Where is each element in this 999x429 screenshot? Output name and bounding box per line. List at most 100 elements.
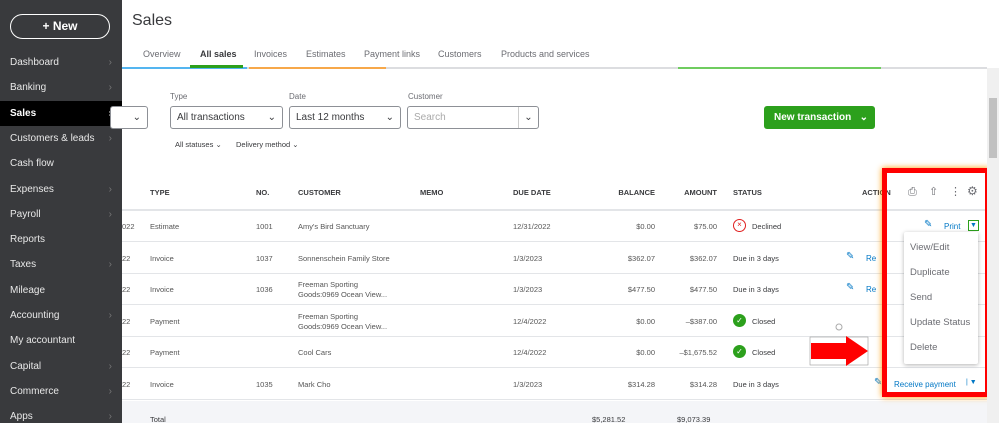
tab-estimates[interactable]: Estimates [306, 49, 346, 59]
customer-cell-line2: Goods:0969 Ocean View... [298, 290, 388, 299]
scrollbar[interactable] [987, 68, 999, 423]
column-header-duedate[interactable]: DUE DATE [513, 188, 551, 197]
amount-cell: $75.00 [694, 222, 717, 231]
tab-all-sales[interactable]: All sales [200, 49, 237, 59]
type-cell: Payment [150, 316, 180, 326]
customer-cell: Amy's Bird Sanctuary [298, 222, 370, 231]
delivery-method-filter[interactable]: Delivery method ⌄ [236, 140, 299, 149]
edit-pencil-icon[interactable]: ✎ [846, 282, 855, 293]
action-dropdown-icon[interactable]: | ▼ [966, 378, 977, 386]
due-date-cell: 12/4/2022 [513, 316, 547, 326]
balance-cell: $0.00 [636, 348, 655, 357]
prior-filter-select[interactable]: ⌄ [110, 106, 148, 129]
tab-overview[interactable]: Overview [143, 49, 181, 59]
sidebar-item-dashboard[interactable]: Dashboard › [0, 50, 122, 75]
sidebar-item-mileage[interactable]: Mileage [0, 278, 122, 303]
action-dropdown-toggle[interactable]: ▼ [968, 220, 979, 231]
customer-cell: Sonnenschein Family Store [298, 253, 390, 263]
sidebar-item-customers-leads[interactable]: Customers & leads › [0, 126, 122, 151]
table-row[interactable]: 022 Estimate 1001 Amy's Bird Sanctuary 1… [122, 211, 987, 242]
customer-cell: Cool Cars [298, 348, 332, 357]
settings-gear-icon[interactable]: ⚙ [967, 184, 978, 198]
sidebar: + New Dashboard›Banking›Sales›Customers … [0, 0, 122, 423]
sidebar-item-cash-flow[interactable]: Cash flow [0, 151, 122, 176]
tab-customers[interactable]: Customers [438, 49, 482, 59]
row-action-link[interactable]: Receive payment [894, 379, 956, 389]
sidebar-item-sales[interactable]: Sales› [0, 100, 122, 126]
sidebar-item-reports[interactable]: Reports [0, 227, 122, 252]
menu-item-view-edit[interactable]: View/Edit [910, 242, 950, 253]
sidebar-item-label: Sales [10, 107, 37, 119]
menu-item-duplicate[interactable]: Duplicate [910, 267, 950, 278]
balance-cell: $0.00 [636, 316, 655, 326]
new-transaction-button[interactable]: New transaction ⌄ [764, 106, 875, 129]
customer-label: Customer [408, 92, 443, 101]
sidebar-item-accounting[interactable]: Accounting › [0, 303, 122, 328]
export-icon[interactable]: ⇧ [929, 186, 939, 198]
sidebar-item-apps[interactable]: Apps › [0, 404, 122, 429]
tab-payment-links[interactable]: Payment links [364, 49, 421, 59]
date-cell: 22 [122, 253, 131, 263]
date-select[interactable]: Last 12 months ⌄ [289, 106, 401, 129]
sidebar-item-expenses[interactable]: Expenses › [0, 177, 122, 202]
column-header-memo[interactable]: MEMO [420, 188, 444, 197]
column-header-customer[interactable]: CUSTOMER [298, 188, 341, 197]
number-cell: 1035 [256, 379, 273, 389]
customer-cell: Mark Cho [298, 379, 331, 389]
new-button[interactable]: + New [10, 14, 110, 39]
menu-item-send[interactable]: Send [910, 292, 933, 303]
amount-cell: –$387.00 [685, 316, 717, 326]
chevron-right-icon: › [108, 259, 112, 271]
sidebar-item-label: Reports [10, 234, 46, 246]
all-statuses-filter[interactable]: All statuses ⌄ [175, 140, 222, 149]
table-row[interactable]: 22 Payment Freeman Sporting Goods:0969 O… [122, 306, 987, 337]
menu-item-update-status[interactable]: Update Status [910, 317, 971, 328]
tab-invoices[interactable]: Invoices [254, 49, 288, 59]
column-header-status[interactable]: STATUS [733, 188, 762, 197]
type-label: Type [170, 92, 188, 101]
print-icon[interactable]: ⎙ [908, 186, 917, 198]
sidebar-item-capital[interactable]: Capital › [0, 354, 122, 379]
type-select[interactable]: All transactions ⌄ [170, 106, 283, 129]
status-cell: Declined [752, 222, 782, 231]
edit-pencil-icon[interactable]: ✎ [924, 219, 933, 230]
row-action-link[interactable]: Re [866, 285, 877, 294]
tab-accent-orange [249, 67, 386, 69]
sidebar-item-banking[interactable]: Banking › [0, 75, 122, 100]
tab-accent-green [678, 67, 881, 69]
column-header-balance[interactable]: BALANCE [618, 188, 655, 197]
total-label: Total [150, 415, 166, 424]
chevron-right-icon: › [108, 132, 112, 144]
sidebar-item-label: Apps [10, 411, 33, 423]
row-action-link[interactable]: Re [866, 253, 877, 263]
number-cell: 1001 [256, 222, 273, 231]
page-title: Sales [132, 12, 173, 29]
table-row[interactable]: 22 Invoice 1037 Sonnenschein Family Stor… [122, 243, 987, 274]
sidebar-item-commerce[interactable]: Commerce › [0, 379, 122, 404]
scrollbar-thumb[interactable] [989, 98, 997, 158]
sidebar-item-taxes[interactable]: Taxes › [0, 252, 122, 277]
edit-pencil-icon[interactable]: ✎ [874, 376, 883, 388]
table-row[interactable]: 22 Invoice 1035 Mark Cho 1/3/2023 $314.2… [122, 369, 987, 400]
chevron-down-icon[interactable]: ⌄ [518, 107, 538, 128]
customer-search[interactable]: Search ⌄ [407, 106, 539, 129]
column-header-no[interactable]: NO. [256, 188, 270, 197]
table-row[interactable]: 22 Invoice 1036 Freeman Sporting Goods:0… [122, 274, 987, 305]
customer-cell: Freeman Sporting [298, 280, 359, 289]
table-row[interactable]: 22 Payment Cool Cars 12/4/2022 $0.00 –$1… [122, 337, 987, 368]
menu-item-delete[interactable]: Delete [910, 342, 938, 353]
edit-pencil-icon[interactable]: ✎ [846, 250, 855, 262]
status-cell: Due in 3 days [733, 253, 779, 263]
sidebar-item-payroll[interactable]: Payroll › [0, 202, 122, 227]
column-header-type[interactable]: TYPE [150, 188, 170, 197]
sidebar-item-my-accountant[interactable]: My accountant [0, 328, 122, 353]
more-options-icon[interactable]: ⋮ [950, 186, 961, 198]
column-header-action[interactable]: ACTION [862, 188, 891, 197]
column-header-amount[interactable]: AMOUNT [684, 188, 717, 197]
tab-products-and-services[interactable]: Products and services [501, 49, 590, 59]
status-cell: Closed [752, 316, 776, 326]
date-label: Date [289, 92, 306, 101]
row-action-link[interactable]: Print [944, 222, 961, 231]
date-cell: 22 [122, 379, 131, 389]
tab-accent-blue [122, 67, 247, 69]
